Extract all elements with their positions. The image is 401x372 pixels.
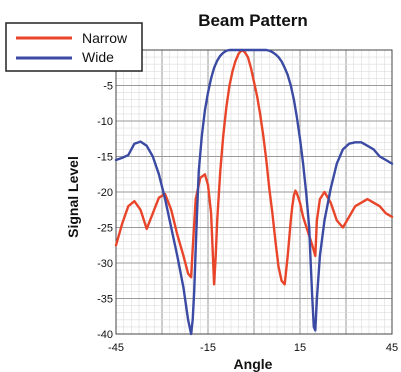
y-tick-label: -5 xyxy=(103,81,113,93)
y-tick-label: -35 xyxy=(97,294,113,306)
y-tick-label: -30 xyxy=(97,258,113,270)
series-line-wide xyxy=(114,48,394,336)
y-tick-label: -40 xyxy=(97,329,113,341)
y-tick-label: -15 xyxy=(97,152,113,164)
x-tick-label: 15 xyxy=(294,342,306,354)
legend-label-wide: Wide xyxy=(82,49,114,65)
x-tick-label: -45 xyxy=(108,342,124,354)
legend: Narrow Wide xyxy=(5,22,143,72)
legend-box xyxy=(5,22,143,72)
chart-title: Beam Pattern xyxy=(198,11,308,30)
x-tick-label: 45 xyxy=(386,342,398,354)
series-line-narrow xyxy=(114,48,394,286)
y-axis-label: Signal Level xyxy=(65,156,81,238)
legend-label-narrow: Narrow xyxy=(82,30,128,46)
x-tick-label: -15 xyxy=(200,342,216,354)
y-tick-label: -25 xyxy=(97,223,113,235)
series-layer xyxy=(114,48,394,336)
y-tick-label: -20 xyxy=(97,187,113,199)
y-tick-label: -10 xyxy=(97,116,113,128)
x-axis-label: Angle xyxy=(234,356,273,372)
grid xyxy=(115,49,393,335)
ticks-layer: -45 -15 15 45 -5 -10 -15 -20 -25 -30 -35 -40 xyxy=(97,81,398,355)
